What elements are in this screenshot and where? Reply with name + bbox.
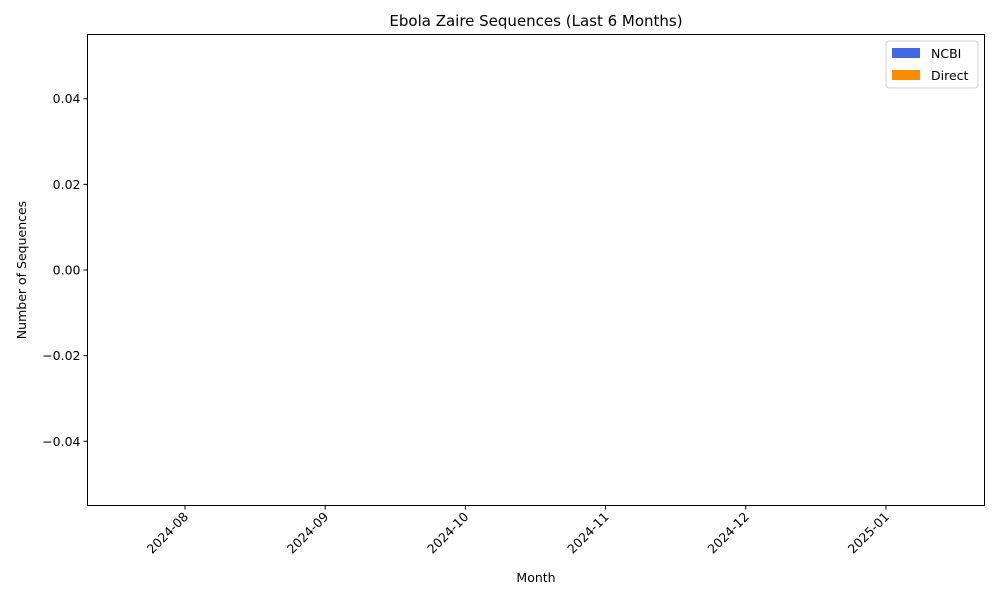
y-axis: −0.04 −0.02 0.00 0.02 0.04 [42, 91, 88, 449]
chart-title: Ebola Zaire Sequences (Last 6 Months) [389, 12, 682, 30]
y-tick-label: −0.02 [42, 348, 80, 363]
legend-label-ncbi: NCBI [931, 46, 961, 61]
y-tick-label: 0.02 [53, 177, 81, 192]
y-axis-label: Number of Sequences [14, 201, 29, 339]
x-axis-label: Month [516, 570, 555, 585]
plot-frame [87, 34, 985, 506]
y-tick-label: −0.04 [42, 434, 80, 449]
legend-swatch-direct [892, 70, 920, 80]
y-tick-label: 0.04 [53, 91, 81, 106]
legend: NCBI Direct [885, 40, 979, 89]
legend-label-direct: Direct [931, 68, 969, 83]
legend-swatch-ncbi [892, 48, 920, 58]
y-tick-label: 0.00 [53, 263, 81, 278]
